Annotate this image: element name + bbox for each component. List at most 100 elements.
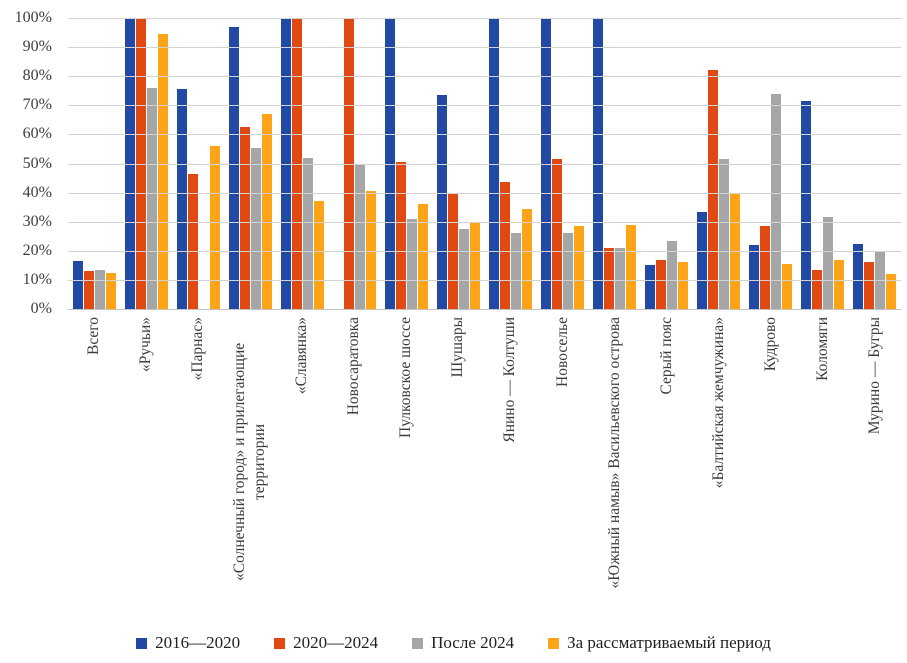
y-axis-tick-label: 100%	[14, 9, 52, 26]
gridline	[68, 192, 901, 194]
bar	[261, 114, 272, 309]
legend-swatch-icon	[412, 637, 424, 649]
bar	[94, 269, 105, 309]
bar	[678, 262, 689, 309]
x-axis-label-cell: «Южный намыв» Васильевского острова	[589, 317, 641, 619]
bar	[406, 218, 417, 309]
bar	[511, 233, 522, 309]
bar	[239, 127, 250, 309]
x-axis-label-cell: «Славянка»	[276, 317, 328, 619]
x-axis-tick-label: Серый пояс	[657, 317, 675, 395]
bar	[552, 159, 563, 309]
bar	[563, 233, 574, 309]
x-axis-labels: Всего «Ручьи» «Парнас» «Солнечный город» и …	[68, 317, 901, 619]
legend-label: 2020—2024	[293, 633, 379, 652]
x-axis-tick-label: «Ручьи»	[137, 317, 155, 373]
gridline	[68, 76, 901, 78]
legend-item: После 2024	[412, 633, 514, 653]
y-axis: 100% 90% 80% 70% 60% 50% 40% 30% 20% 10% 0%	[0, 9, 60, 317]
bar	[604, 247, 615, 309]
bar	[395, 162, 406, 309]
bar-group	[224, 18, 276, 309]
bar	[574, 226, 585, 309]
bar	[719, 159, 730, 309]
x-axis-label-cell: «Ручьи»	[120, 317, 172, 619]
gridline	[68, 163, 901, 165]
legend-label: После 2024	[431, 633, 515, 652]
bar	[500, 182, 511, 309]
bar	[823, 217, 834, 309]
legend-item: 2020—2024	[274, 633, 378, 653]
bar	[864, 262, 875, 309]
bar-group	[797, 18, 849, 309]
y-axis-tick-label: 70%	[22, 96, 52, 114]
gridline	[68, 105, 901, 107]
x-axis-tick-label: Новоселье	[553, 317, 571, 387]
bar	[853, 243, 864, 309]
y-axis-tick-label: 40%	[22, 183, 52, 201]
legend-swatch-icon	[274, 637, 286, 649]
bar	[645, 265, 656, 309]
bar	[834, 259, 845, 309]
bar	[187, 173, 198, 309]
legend-item: За рассматриваемый период	[548, 633, 771, 653]
bar	[522, 208, 533, 309]
plot-area	[68, 18, 901, 310]
bar	[697, 211, 708, 309]
x-axis-label-cell: «Солнечный город» и прилегающие территор…	[224, 317, 276, 619]
x-axis-label-cell: «Парнас»	[172, 317, 224, 619]
bar-group	[172, 18, 224, 309]
x-axis-label-cell: «Балтийская жемчужина»	[693, 317, 745, 619]
bar	[771, 93, 782, 309]
x-axis-tick-label: Кудрово	[761, 317, 779, 372]
y-axis-tick-label: 90%	[22, 38, 52, 56]
gridline	[68, 134, 901, 136]
y-axis-tick-label: 20%	[22, 241, 52, 259]
legend-label: 2016—2020	[155, 633, 241, 652]
gridline	[68, 250, 901, 252]
y-axis-tick-label: 10%	[22, 270, 52, 288]
gridline	[68, 18, 901, 19]
bar	[436, 95, 447, 309]
bar	[469, 221, 480, 309]
x-axis-tick-label: «Славянка»	[293, 317, 311, 395]
bar-group	[68, 18, 120, 309]
bar	[176, 89, 187, 309]
x-axis-label-cell: Мурино — Бугры	[849, 317, 901, 619]
bar	[157, 34, 168, 309]
bar	[656, 259, 667, 309]
bar	[83, 271, 94, 309]
x-axis-tick-label: Коломяги	[813, 317, 831, 381]
x-axis-tick-label: «Балтийская жемчужина»	[709, 317, 727, 489]
bar-group	[641, 18, 693, 309]
bar	[708, 70, 719, 309]
bar	[886, 274, 897, 309]
bar	[250, 147, 261, 309]
x-axis-label-cell: Серый пояс	[641, 317, 693, 619]
bar	[146, 87, 157, 309]
bar	[354, 163, 365, 309]
x-axis-tick-label: Всего	[84, 317, 102, 356]
bar	[626, 224, 637, 309]
bar	[105, 272, 116, 309]
bar	[209, 146, 220, 309]
y-axis-tick-label: 60%	[22, 125, 52, 143]
gridline	[68, 221, 901, 223]
bar	[302, 157, 313, 309]
bar	[801, 100, 812, 309]
bar	[228, 26, 239, 309]
x-axis-tick-label: Новосаратовка	[345, 317, 363, 416]
x-axis-tick-label: «Солнечный город» и прилегающие территор…	[231, 342, 269, 582]
y-axis-tick-label: 50%	[22, 154, 52, 172]
bar	[458, 228, 469, 309]
gridline	[68, 47, 901, 49]
bar	[667, 240, 678, 309]
bar	[749, 244, 760, 309]
x-axis-tick-label: Янино — Колтуши	[501, 317, 519, 443]
x-axis-label-cell: Коломяги	[797, 317, 849, 619]
x-axis-label-cell: Новоселье	[537, 317, 589, 619]
x-axis-label-cell: Всего	[68, 317, 120, 619]
bar	[365, 191, 376, 309]
bar	[313, 201, 324, 309]
